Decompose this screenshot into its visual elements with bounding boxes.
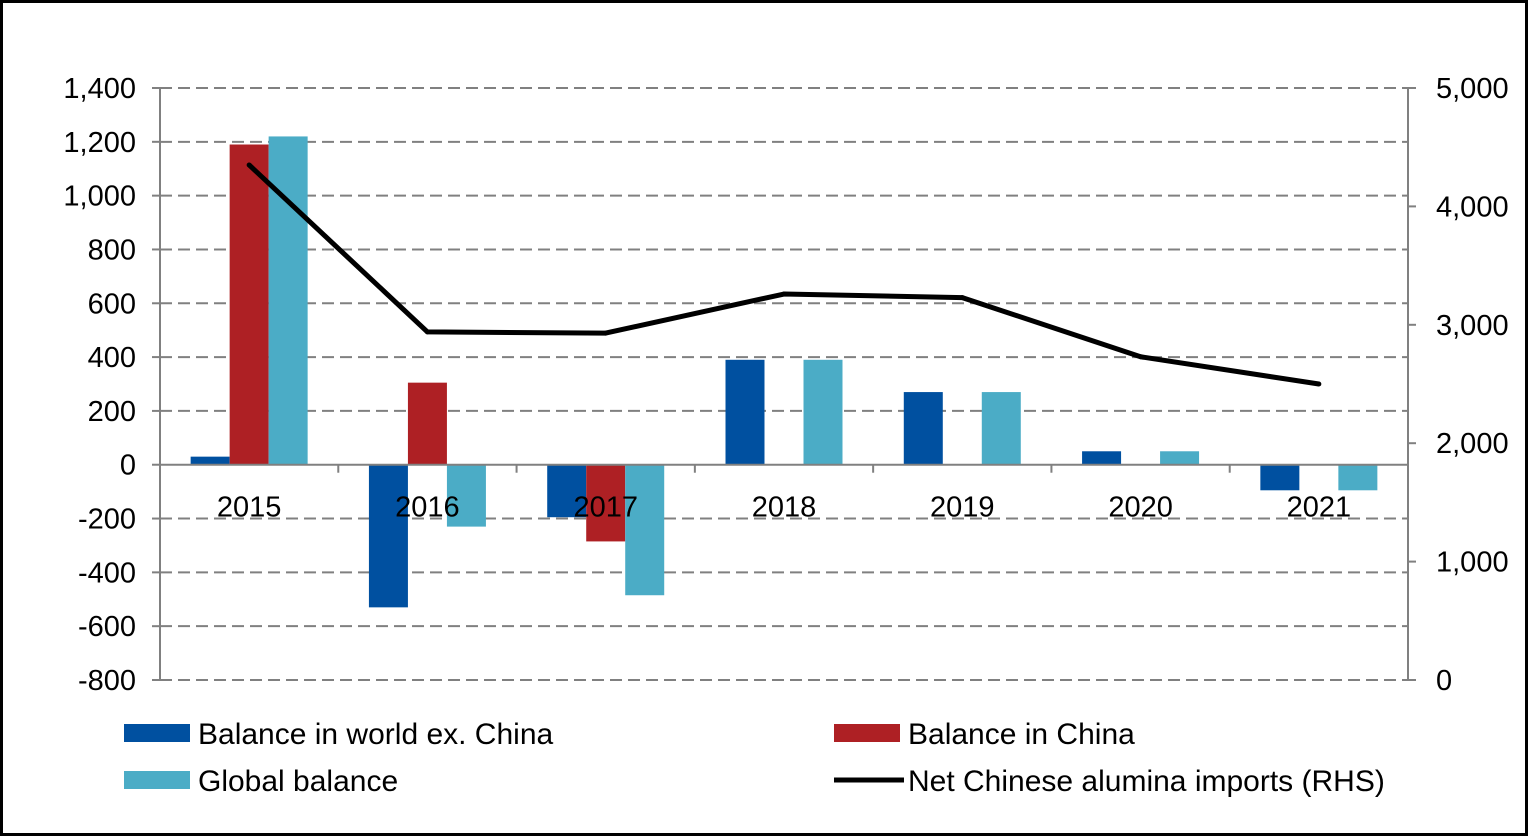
category-label-2015: 2015 xyxy=(217,492,282,524)
right-axis-ticks: 0 1,000 2,000 3,000 4,000 5,000 xyxy=(1408,73,1509,697)
line-point-2020 xyxy=(1138,354,1144,360)
category-labels: 2015 2016 2017 2018 2019 2020 2021 xyxy=(217,492,1351,524)
right-tick-label: 2,000 xyxy=(1436,428,1509,460)
legend-label-net-chinese-alumina-imports-rhs-: Net Chinese alumina imports (RHS) xyxy=(908,765,1385,798)
right-tick-label: 1,000 xyxy=(1436,547,1509,579)
bar-global-balance-2021 xyxy=(1338,464,1378,491)
right-tick-label: 5,000 xyxy=(1436,73,1509,105)
grid-lines xyxy=(159,87,1409,681)
bar-balance-in-china-2017 xyxy=(586,464,626,542)
legend: Balance in world ex. China Balance in Chi… xyxy=(124,718,1385,798)
line-point-2019 xyxy=(959,295,965,301)
left-tick-label: 0 xyxy=(120,450,136,482)
left-tick-label: 400 xyxy=(88,342,136,374)
right-tick-label: 0 xyxy=(1436,665,1452,697)
line-point-2016 xyxy=(424,329,430,335)
line-point-2021 xyxy=(1316,381,1322,387)
left-tick-label: -400 xyxy=(78,557,136,589)
left-tick-label: 1,000 xyxy=(63,181,136,213)
bar-balance-in-world-ex-china-2018 xyxy=(725,359,765,465)
bar-global-balance-2018 xyxy=(803,359,843,465)
legend-label-global-balance: Global balance xyxy=(198,765,398,798)
line-point-2018 xyxy=(781,291,787,297)
bar-balance-in-world-ex-china-2019 xyxy=(903,392,943,465)
category-label-2020: 2020 xyxy=(1108,492,1173,524)
category-label-2018: 2018 xyxy=(752,492,817,524)
bar-balance-in-world-ex-china-2021 xyxy=(1260,464,1300,491)
category-label-2019: 2019 xyxy=(930,492,995,524)
left-tick-label: 800 xyxy=(88,234,136,266)
left-tick-label: 1,200 xyxy=(63,127,136,159)
left-tick-label: 1,400 xyxy=(63,73,136,105)
line-series xyxy=(246,162,1322,387)
bar-balance-in-china-2015 xyxy=(229,144,269,465)
left-tick-label: 600 xyxy=(88,288,136,320)
bar-balance-in-china-2016 xyxy=(407,382,447,465)
bar-balance-in-world-ex-china-2015 xyxy=(190,456,230,465)
bar-balance-in-world-ex-china-2017 xyxy=(547,464,587,518)
bar-global-balance-2019 xyxy=(981,392,1021,465)
line-net-chinese-alumina-imports xyxy=(247,163,1320,387)
bar-global-balance-2020 xyxy=(1160,451,1200,465)
left-axis-ticks: -800 -600 -400 -200 0 200 400 600 800 1,000 1,200 1… xyxy=(63,73,160,697)
bar-global-balance-2017 xyxy=(625,464,665,596)
right-tick-label: 3,000 xyxy=(1436,310,1509,342)
line-point-2015 xyxy=(246,162,252,168)
left-tick-label: -200 xyxy=(78,504,136,536)
bar-balance-in-world-ex-china-2020 xyxy=(1082,451,1122,465)
left-tick-label: -600 xyxy=(78,611,136,643)
legend-swatch-balance-in-china xyxy=(834,724,900,742)
right-tick-label: 4,000 xyxy=(1436,191,1509,223)
legend-swatch-balance-in-world-ex-china xyxy=(124,724,190,742)
category-label-2021: 2021 xyxy=(1287,492,1352,524)
category-label-2016: 2016 xyxy=(395,492,460,524)
legend-label-balance-in-china: Balance in China xyxy=(908,718,1135,751)
bar-balance-in-world-ex-china-2016 xyxy=(368,464,408,608)
left-tick-label: 200 xyxy=(88,396,136,428)
line-point-2017 xyxy=(603,330,609,336)
bar-global-balance-2016 xyxy=(446,464,486,527)
left-tick-label: -800 xyxy=(78,665,136,697)
category-label-2017: 2017 xyxy=(573,492,638,524)
bars xyxy=(190,136,1378,608)
legend-swatch-global-balance xyxy=(124,771,190,789)
legend-label-balance-in-world-ex-china: Balance in world ex. China xyxy=(198,718,554,751)
